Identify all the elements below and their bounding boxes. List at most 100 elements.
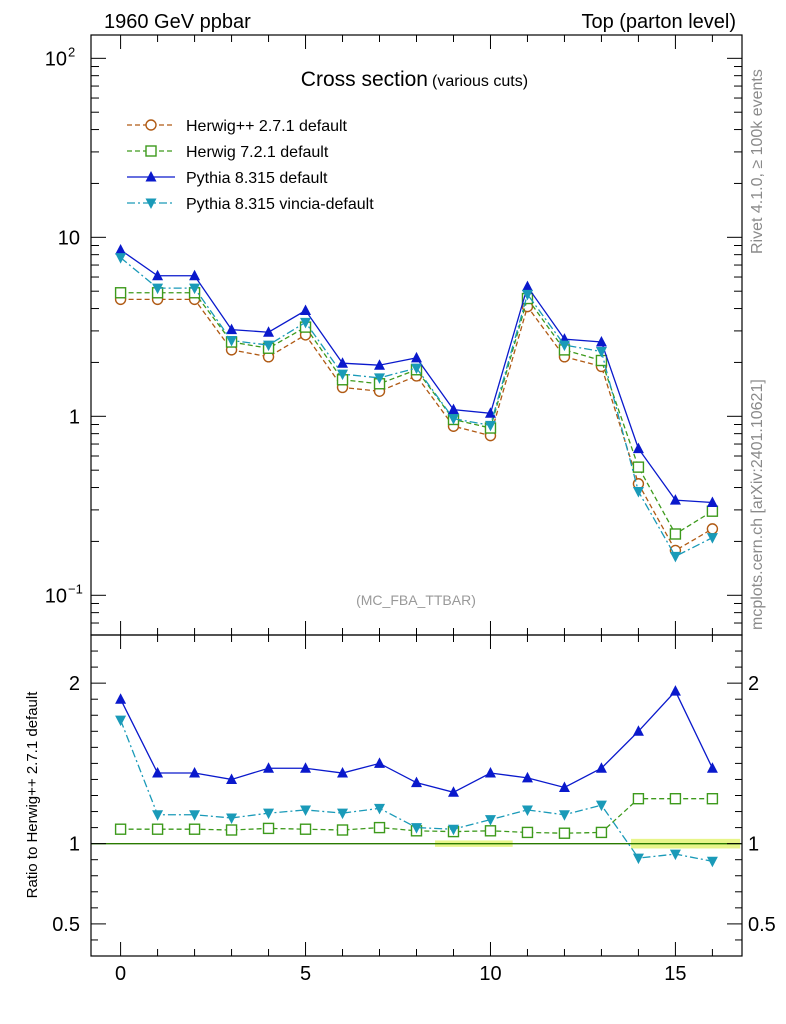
main-series-3-point-16 bbox=[706, 533, 718, 544]
legend: Herwig++ 2.7.1 default Herwig 7.2.1 defau… bbox=[127, 118, 374, 213]
main-series-3-point-13 bbox=[595, 347, 607, 358]
main-series-2-point-6 bbox=[337, 357, 349, 368]
main-series-2-point-3 bbox=[226, 323, 238, 335]
main-series-1-point-15 bbox=[669, 528, 682, 540]
ratio-panel: Ratio to Herwig++ 2.7.1 default 0.5 0.5 1 1… bbox=[24, 634, 776, 985]
main-series-2-point-15 bbox=[669, 494, 681, 505]
ratio-series-1-point-4 bbox=[263, 762, 275, 773]
ratio-series-2-point-5 bbox=[300, 805, 312, 816]
main-series-3-point-14 bbox=[632, 487, 644, 498]
main-series-2-point-14 bbox=[632, 442, 644, 454]
main-series-3-point-8 bbox=[411, 363, 422, 375]
ratio-series-0-point-10 bbox=[484, 825, 497, 837]
main-ytick-label-3: 10 bbox=[45, 48, 67, 70]
ratio-series-0-point-16 bbox=[706, 793, 719, 805]
ratio-series-1-point-12 bbox=[558, 781, 570, 792]
ratio-series-0-point-14 bbox=[632, 793, 645, 805]
ratio-series-2-point-14 bbox=[632, 853, 644, 865]
rivet-label: Rivet 4.1.0, ≥ 100k events bbox=[749, 69, 766, 254]
legend-label-2: Pythia 8.315 default bbox=[186, 170, 328, 187]
ratio-ytick-label-left-0: 0.5 bbox=[52, 914, 80, 936]
main-series-2-point-5 bbox=[300, 304, 312, 316]
analysis-tag: (MC_FBA_TTBAR) bbox=[356, 592, 476, 608]
main-series-3-point-15 bbox=[669, 551, 681, 563]
main-series-3-point-4 bbox=[263, 340, 275, 352]
main-series-2-point-0 bbox=[115, 243, 127, 255]
ratio-series-1-point-3 bbox=[226, 773, 238, 784]
ratio-series-2-point-8 bbox=[411, 823, 422, 834]
ratio-series-1-point-13 bbox=[595, 762, 607, 773]
main-series-1-line bbox=[120, 292, 713, 535]
ratio-series-0-point-2 bbox=[188, 823, 201, 835]
ratio-series-1-point-15 bbox=[669, 685, 681, 696]
chart-subtitle: (various cuts) bbox=[432, 73, 528, 90]
ratio-series-0-point-6 bbox=[336, 824, 349, 836]
main-ytick-exp-3: 2 bbox=[68, 44, 75, 59]
ratio-series-2-point-10 bbox=[484, 815, 496, 826]
main-series-2-point-11 bbox=[521, 280, 533, 292]
main-series-0-line bbox=[120, 298, 713, 552]
ratio-series-2-point-0 bbox=[115, 715, 127, 727]
ratio-series-1-point-5 bbox=[300, 762, 312, 773]
ratio-series-2-point-9 bbox=[447, 824, 459, 836]
main-series-3-point-10 bbox=[484, 420, 496, 432]
main-series-2-point-16 bbox=[706, 496, 718, 507]
main-series-3-point-7 bbox=[374, 373, 386, 384]
ratio-series-1-point-9 bbox=[447, 786, 459, 797]
ratio-series-2-line bbox=[119, 719, 713, 862]
ratio-series-1-point-2 bbox=[189, 767, 201, 778]
ratio-series-0-point-12 bbox=[558, 827, 571, 839]
ratio-ytick-label-right-2: 2 bbox=[748, 673, 759, 695]
main-ytick-label-2: 10 bbox=[58, 227, 80, 249]
main-series-2-point-2 bbox=[189, 269, 201, 281]
ratio-series-0-point-3 bbox=[225, 824, 238, 836]
main-ytick-label-1: 1 bbox=[69, 406, 80, 428]
mcplots-label: mcplots.cern.ch [arXiv:2401.10621] bbox=[749, 379, 766, 630]
ratio-ylabel: Ratio to Herwig++ 2.7.1 default bbox=[24, 691, 41, 899]
legend-marker-0 bbox=[145, 119, 157, 131]
main-series-group bbox=[114, 243, 719, 563]
main-series-2-point-10 bbox=[484, 407, 496, 418]
ratio-series-1-point-11 bbox=[521, 771, 533, 783]
ratio-series-0-point-15 bbox=[669, 793, 682, 805]
xtick-label-2: 10 bbox=[479, 963, 501, 985]
header-right: Top (parton level) bbox=[581, 11, 736, 33]
legend-marker-2 bbox=[145, 171, 157, 182]
ratio-series-1-point-7 bbox=[374, 757, 386, 768]
ratio-series-1-point-1 bbox=[152, 767, 164, 778]
ratio-series-2-point-12 bbox=[558, 810, 570, 821]
ratio-series-1-point-10 bbox=[484, 767, 496, 778]
main-ytick-label-0: 10 bbox=[45, 585, 67, 607]
xtick-label-3: 15 bbox=[664, 963, 686, 985]
main-series-2-point-8 bbox=[411, 351, 422, 363]
main-series-3-point-5 bbox=[300, 317, 312, 329]
main-ytick-exp-0: −1 bbox=[68, 581, 83, 596]
legend-label-0: Herwig++ 2.7.1 default bbox=[186, 118, 348, 135]
header-left: 1960 GeV ppbar bbox=[104, 11, 251, 33]
ratio-ytick-label-right-1: 1 bbox=[748, 834, 759, 856]
xtick-label-1: 5 bbox=[300, 963, 311, 985]
ratio-series-0-point-1 bbox=[151, 823, 164, 835]
ratio-series-2-point-16 bbox=[706, 856, 718, 868]
ratio-axis-ticks: 0.5 0.5 1 1 2 2 0 5 10 15 bbox=[52, 634, 776, 985]
legend-marker-1 bbox=[145, 145, 157, 157]
main-series-2-point-1 bbox=[152, 269, 164, 281]
main-series-3-point-11 bbox=[521, 289, 533, 301]
ratio-series-2-point-13 bbox=[595, 800, 607, 812]
main-series-2-point-13 bbox=[595, 336, 607, 347]
ratio-series-2-point-3 bbox=[226, 813, 238, 824]
main-series-3-point-12 bbox=[558, 340, 570, 352]
main-series-0-point-16 bbox=[706, 523, 719, 535]
ratio-series-2-point-1 bbox=[152, 810, 164, 821]
ratio-reference-band bbox=[91, 838, 742, 849]
ratio-series-group bbox=[114, 685, 719, 868]
ratio-ytick-label-left-1: 1 bbox=[69, 834, 80, 856]
main-series-1-point-14 bbox=[632, 461, 645, 473]
legend-marker-3 bbox=[145, 198, 157, 209]
main-series-2-point-7 bbox=[374, 359, 386, 370]
main-series-1-point-16 bbox=[706, 505, 719, 517]
ratio-series-1-point-8 bbox=[411, 776, 422, 788]
legend-label-3: Pythia 8.315 vincia-default bbox=[186, 196, 374, 213]
